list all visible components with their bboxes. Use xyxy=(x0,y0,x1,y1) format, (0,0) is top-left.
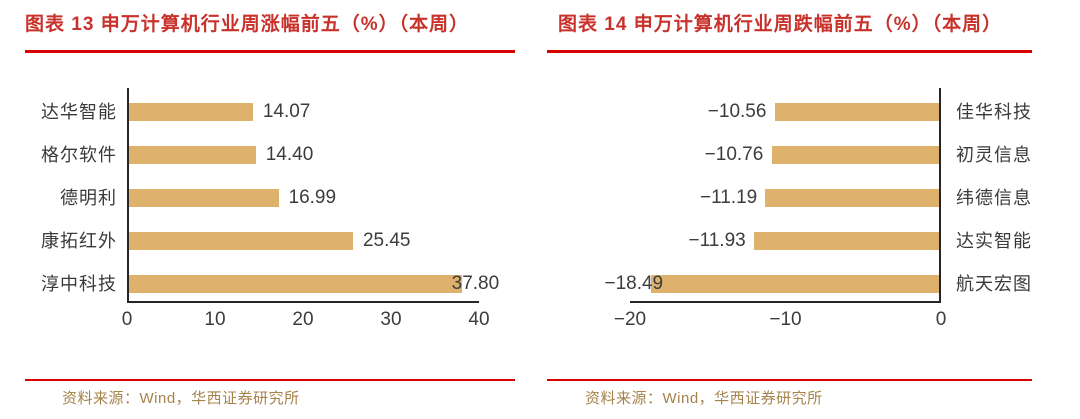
category-label: 佳华科技 xyxy=(956,102,1032,122)
bar-3 xyxy=(129,189,279,207)
bar-value-label: −10.76 xyxy=(704,144,764,165)
bar-value-label: 25.45 xyxy=(362,230,411,251)
plot-area: −10.56 −10.76 −11.19 −11.93 −18.49 xyxy=(604,88,941,303)
figure-14-source-note: 资料来源：Wind，华西证券研究所 xyxy=(585,390,823,407)
category-label: 达华智能 xyxy=(41,102,117,122)
bar-5 xyxy=(129,275,462,293)
bar-value-label: −11.19 xyxy=(699,187,758,208)
figure-14-panel: 图表 14 申万计算机行业周跌幅前五（%）（本周） −10.56 −10.76 −1… xyxy=(547,0,1032,419)
category-label: 初灵信息 xyxy=(956,145,1032,165)
x-tick-label: 20 xyxy=(292,309,314,330)
figure-13-panel: 图表 13 申万计算机行业周涨幅前五（%）（本周） 14.07 14.40 16.9… xyxy=(25,0,515,419)
figure-14-title: 图表 14 申万计算机行业周跌幅前五（%）（本周） xyxy=(558,14,1003,35)
bar-value-label: 37.80 xyxy=(451,273,500,294)
bar-4 xyxy=(129,232,353,250)
x-tick-label: −10 xyxy=(769,309,802,330)
x-tick-label: −20 xyxy=(613,309,647,330)
bar-value-label: −11.93 xyxy=(688,230,746,251)
figure-14-title-rule xyxy=(547,50,1032,53)
category-label: 淳中科技 xyxy=(41,274,117,294)
bar-value-label: 14.07 xyxy=(262,101,311,122)
figure-13-source-note: 资料来源：Wind，华西证券研究所 xyxy=(62,390,300,407)
x-tick-label: 10 xyxy=(204,309,226,330)
x-axis-ticks: 0 10 20 30 40 xyxy=(122,309,490,335)
figure-13-title-rule xyxy=(25,50,515,53)
category-label: 德明利 xyxy=(60,188,117,208)
category-label: 航天宏图 xyxy=(956,274,1032,294)
bar-value-label: 16.99 xyxy=(288,187,337,208)
bar-4 xyxy=(753,232,939,250)
category-label: 达实智能 xyxy=(956,231,1032,251)
bar-2 xyxy=(771,146,939,164)
bar-value-label: 14.40 xyxy=(265,144,314,165)
bar-value-label: −18.49 xyxy=(604,273,664,294)
x-axis-ticks: −20 −10 0 xyxy=(614,309,946,335)
x-tick-label: 40 xyxy=(468,309,490,330)
category-label: 格尔软件 xyxy=(41,145,117,165)
figure-14-source-rule xyxy=(547,379,1032,381)
bar-3 xyxy=(765,189,939,207)
x-tick-label: 30 xyxy=(380,309,402,330)
category-label: 纬德信息 xyxy=(956,188,1032,208)
bar-1 xyxy=(774,103,939,121)
category-label: 康拓红外 xyxy=(41,231,117,251)
figure-13-bar-chart: 14.07 14.40 16.99 25.45 37.80 达华智能格尔软件德明利康拓红外… xyxy=(25,88,515,343)
figure-14-bar-chart: −10.56 −10.76 −11.19 −11.93 −18.49 佳华科技初灵信息纬德… xyxy=(547,88,1032,343)
bar-2 xyxy=(129,146,256,164)
figure-13-title: 图表 13 申万计算机行业周涨幅前五（%）（本周） xyxy=(25,14,470,35)
bar-value-label: −10.56 xyxy=(707,101,767,122)
x-tick-label: 0 xyxy=(935,309,947,330)
figure-13-source-rule xyxy=(25,379,515,381)
plot-area: 14.07 14.40 16.99 25.45 37.80 xyxy=(127,88,499,303)
x-tick-label: 0 xyxy=(121,309,133,330)
bar-5 xyxy=(651,275,939,293)
bar-1 xyxy=(129,103,253,121)
